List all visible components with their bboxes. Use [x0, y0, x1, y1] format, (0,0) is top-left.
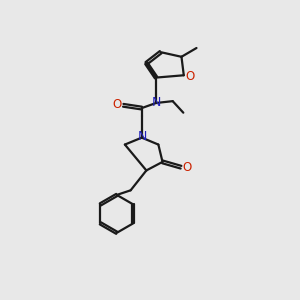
- Text: O: O: [182, 161, 191, 174]
- Text: N: N: [137, 130, 147, 143]
- Text: O: O: [113, 98, 122, 111]
- Text: O: O: [185, 70, 194, 83]
- Text: N: N: [152, 96, 161, 109]
